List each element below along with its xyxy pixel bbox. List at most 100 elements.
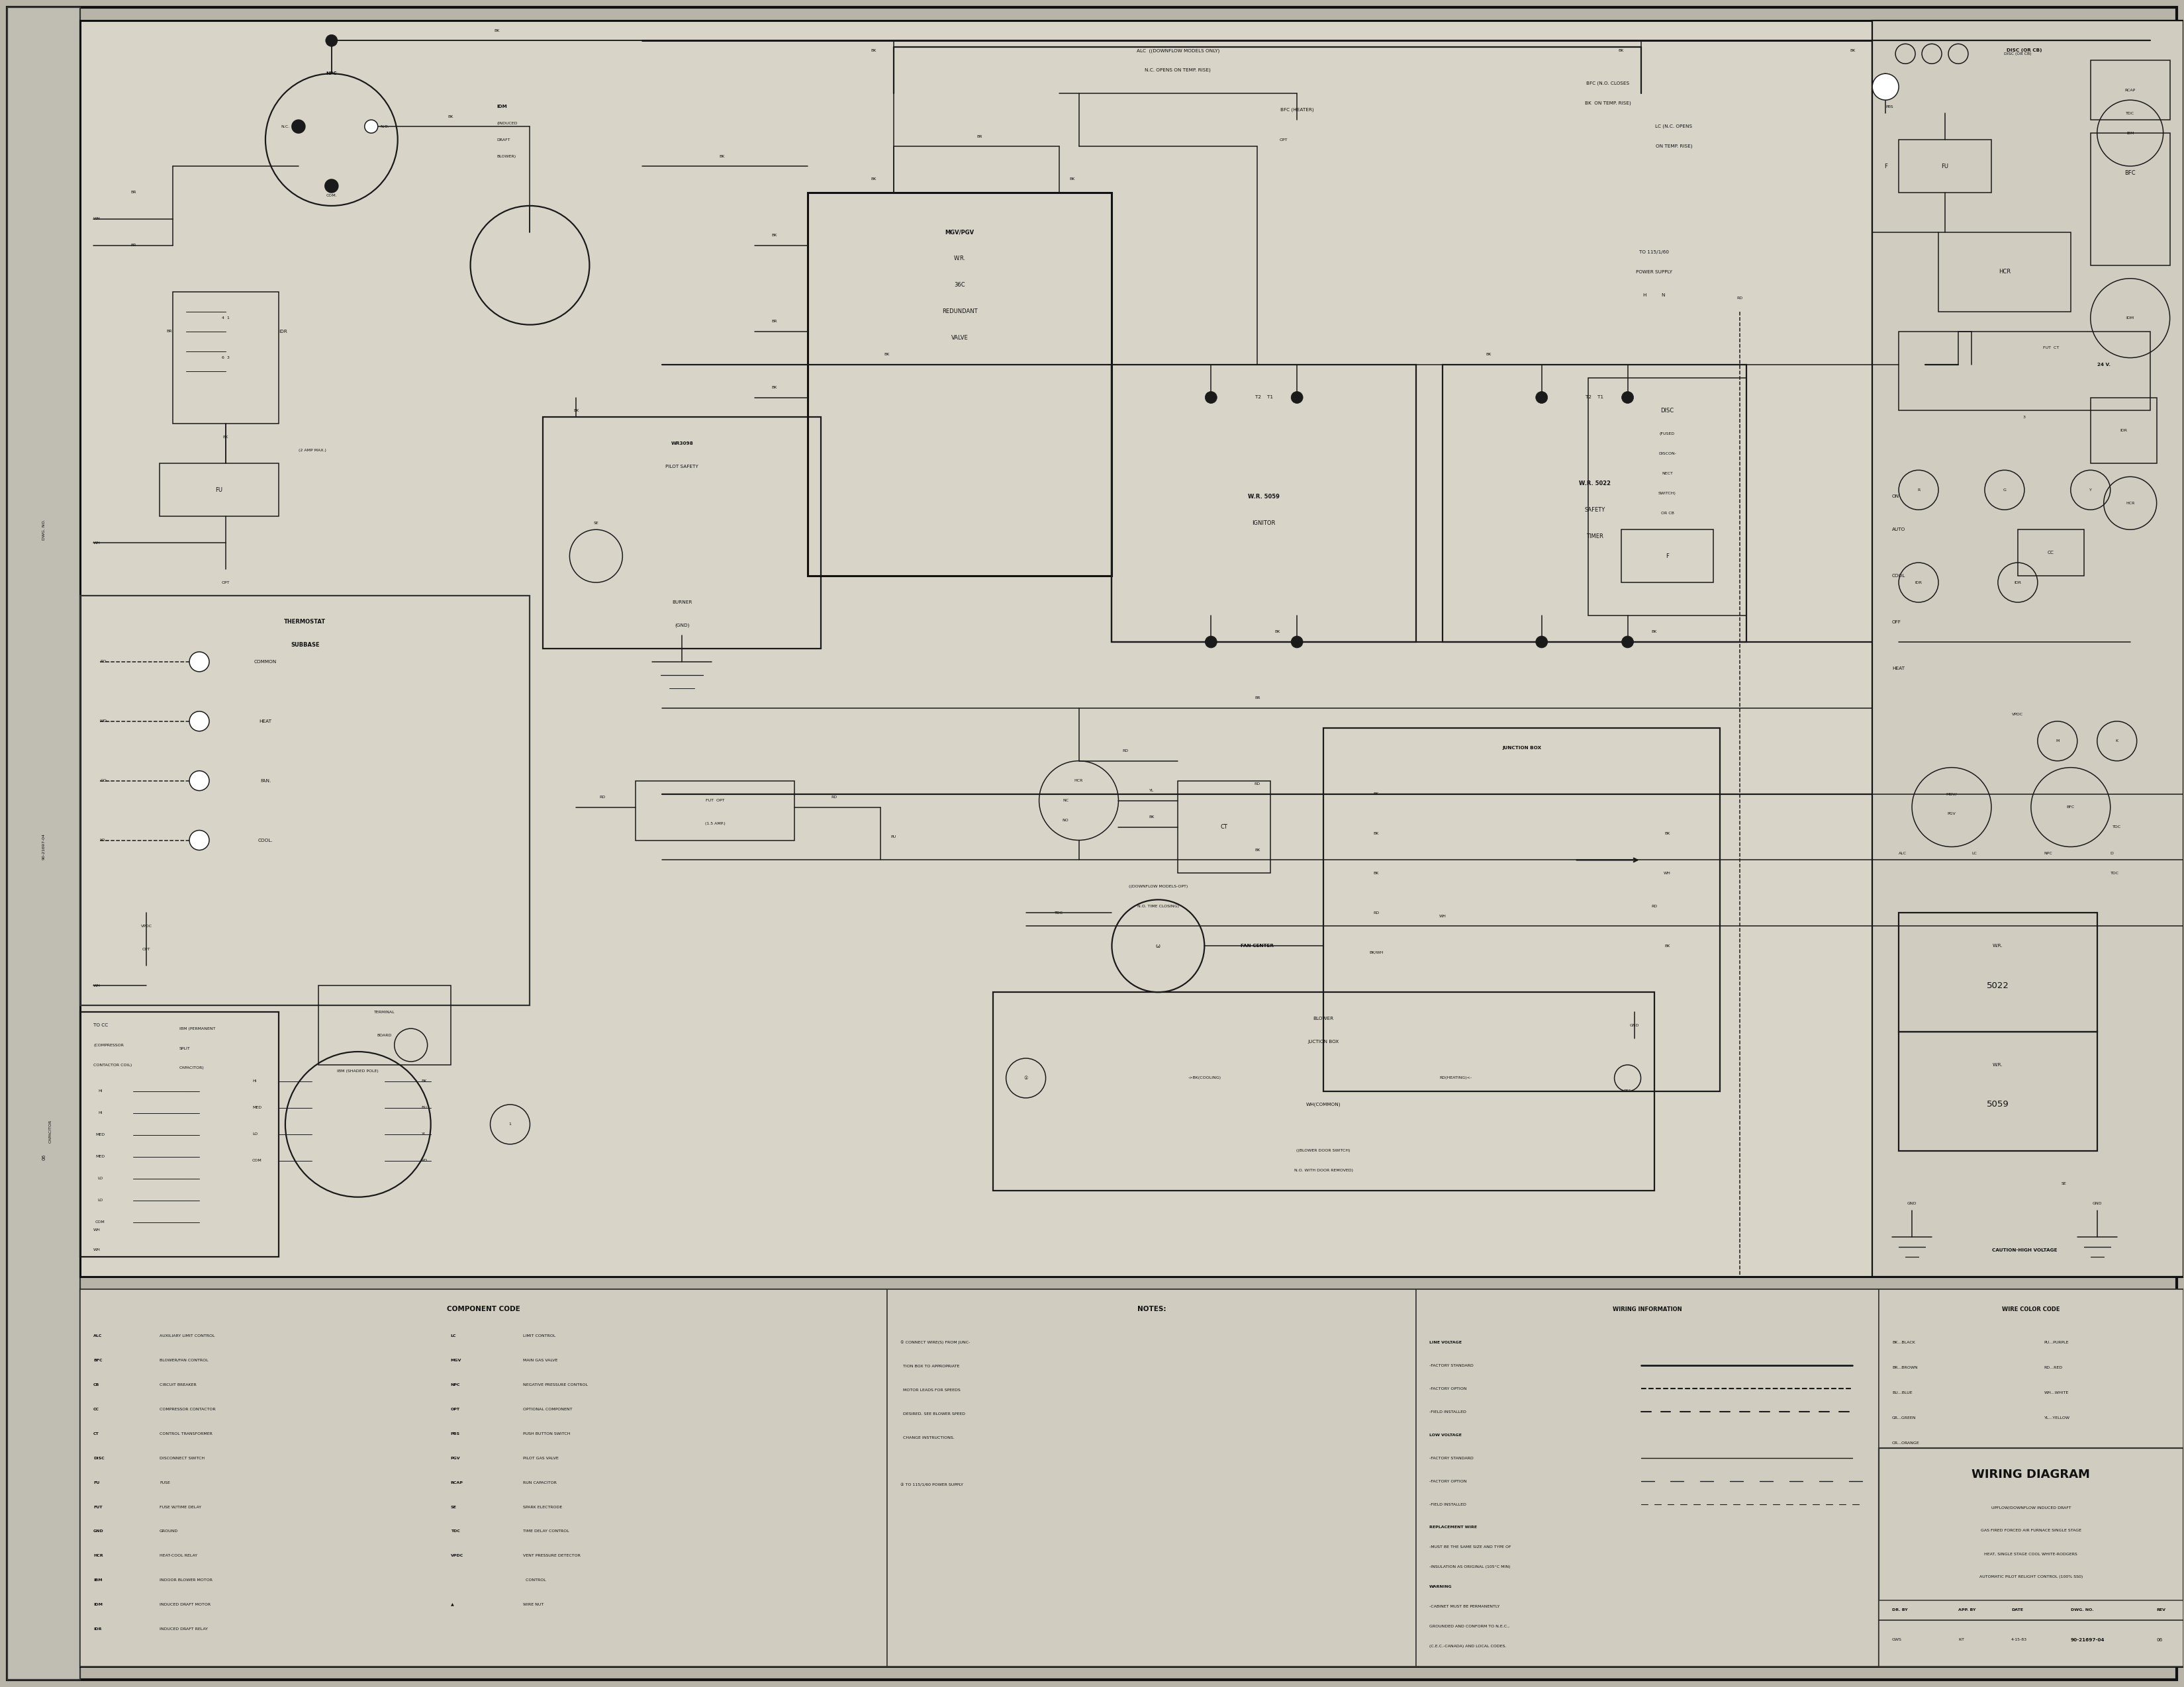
Text: WH(COMMON): WH(COMMON)	[1306, 1102, 1341, 1107]
Text: DISC: DISC	[94, 1456, 105, 1459]
Text: SWITCH): SWITCH)	[1658, 491, 1675, 494]
Text: WH: WH	[94, 984, 100, 987]
Text: 06: 06	[41, 1154, 46, 1161]
Text: TION BOX TO APPROPRIATE: TION BOX TO APPROPRIATE	[900, 1365, 959, 1368]
Text: FUSE: FUSE	[159, 1481, 170, 1485]
Text: RCAP: RCAP	[450, 1481, 463, 1485]
Text: UPFLOW/DOWNFLOW INDUCED DRAFT: UPFLOW/DOWNFLOW INDUCED DRAFT	[1992, 1506, 2070, 1510]
Text: BR: BR	[131, 245, 135, 246]
Text: SAFETY: SAFETY	[1583, 506, 1605, 513]
Text: WIRE NUT: WIRE NUT	[524, 1603, 544, 1606]
Text: OPTIONAL COMPONENT: OPTIONAL COMPONENT	[524, 1407, 572, 1410]
Bar	[2090, 61, 2171, 120]
Text: -INSULATION AS ORIGINAL (105°C MIN): -INSULATION AS ORIGINAL (105°C MIN)	[1428, 1566, 1511, 1569]
Text: BK/WH: BK/WH	[1369, 951, 1382, 955]
Bar	[81, 596, 531, 1005]
Text: IBM (SHADED POLE): IBM (SHADED POLE)	[336, 1070, 378, 1073]
Text: AUXILIARY LIMIT CONTROL: AUXILIARY LIMIT CONTROL	[159, 1334, 214, 1338]
Text: RD: RD	[1374, 911, 1380, 914]
Text: ① CONNECT WIRE(S) FROM JUNC-: ① CONNECT WIRE(S) FROM JUNC-	[900, 1341, 970, 1345]
Text: NECT: NECT	[1662, 472, 1673, 476]
Text: TO CC: TO CC	[94, 1024, 109, 1027]
Text: VENT PRESSURE DETECTOR: VENT PRESSURE DETECTOR	[524, 1554, 581, 1557]
Text: -FACTORY STANDARD: -FACTORY STANDARD	[1428, 1456, 1474, 1459]
Text: BK: BK	[1664, 832, 1671, 835]
Text: WO...: WO...	[100, 720, 111, 724]
Text: TDC: TDC	[450, 1530, 461, 1533]
Text: HI: HI	[98, 1090, 103, 1093]
Text: ω: ω	[1155, 943, 1160, 948]
Bar	[1878, 1289, 2184, 1601]
Text: 1: 1	[509, 1124, 511, 1125]
Text: ON: ON	[1891, 494, 1900, 499]
Text: -FIELD INSTALLED: -FIELD INSTALLED	[1428, 1503, 1465, 1506]
Text: 06: 06	[2156, 1638, 2162, 1641]
Circle shape	[190, 771, 210, 791]
Text: GO...: GO...	[100, 779, 111, 783]
Text: RCAP: RCAP	[2125, 88, 2136, 91]
Text: HEAT: HEAT	[1891, 666, 1904, 670]
Text: IBM: IBM	[94, 1579, 103, 1582]
Text: (1.5 AMP.): (1.5 AMP.)	[705, 822, 725, 825]
Text: IDR: IDR	[94, 1628, 103, 1631]
Bar	[2018, 530, 2084, 575]
Text: REDUNDANT: REDUNDANT	[941, 309, 978, 314]
Circle shape	[365, 120, 378, 133]
Text: BLOWER: BLOWER	[1313, 1017, 1334, 1021]
Text: CC: CC	[94, 1407, 100, 1410]
Bar	[81, 1289, 887, 1667]
Text: Y: Y	[2090, 488, 2092, 491]
Text: PGV: PGV	[450, 1456, 461, 1459]
Text: MGV: MGV	[450, 1358, 461, 1361]
Circle shape	[1872, 74, 1898, 100]
Text: NOTES:: NOTES:	[1138, 1306, 1166, 1312]
Text: JUCTION BOX: JUCTION BOX	[1308, 1039, 1339, 1044]
Text: HI: HI	[251, 1080, 256, 1083]
Bar	[2090, 133, 2171, 265]
Text: HEAT: HEAT	[260, 719, 271, 724]
Text: BK: BK	[1664, 945, 1671, 948]
Text: BK: BK	[1254, 849, 1260, 852]
Text: GR...GREEN: GR...GREEN	[1891, 1415, 1915, 1419]
Text: W.R.: W.R.	[954, 256, 965, 261]
Text: WH: WH	[1664, 872, 1671, 876]
Text: ALC  ((DOWNFLOW MODELS ONLY): ALC ((DOWNFLOW MODELS ONLY)	[1136, 49, 1219, 52]
Text: BU: BU	[422, 1107, 428, 1110]
Text: DISC (OR CB): DISC (OR CB)	[2005, 52, 2031, 56]
Text: F: F	[1885, 164, 1887, 169]
Text: N.O. WITH DOOR REMOVED): N.O. WITH DOOR REMOVED)	[1293, 1169, 1352, 1172]
Text: MED: MED	[96, 1134, 105, 1137]
Text: GND: GND	[2092, 1203, 2101, 1205]
Text: COOL.: COOL.	[258, 838, 273, 842]
Text: BK: BK	[871, 49, 876, 52]
Text: TERMINAL: TERMINAL	[373, 1011, 395, 1014]
Text: (C.E.C.-CANADA) AND LOCAL CODES.: (C.E.C.-CANADA) AND LOCAL CODES.	[1428, 1645, 1507, 1648]
Text: BK  ON TEMP. RISE): BK ON TEMP. RISE)	[1586, 101, 1631, 106]
Text: FAN.: FAN.	[260, 779, 271, 783]
Text: BFC (HEATER): BFC (HEATER)	[1280, 108, 1315, 111]
Text: FUT  OPT: FUT OPT	[705, 800, 725, 803]
Text: MOTOR LEADS FOR SPEEDS: MOTOR LEADS FOR SPEEDS	[900, 1388, 961, 1392]
Text: FAN CENTER: FAN CENTER	[1241, 945, 1273, 948]
Text: YL: YL	[422, 1132, 426, 1135]
Circle shape	[293, 120, 306, 133]
Text: ALC: ALC	[1898, 852, 1907, 855]
Text: CONTROL: CONTROL	[524, 1579, 546, 1582]
Text: RD: RD	[1123, 749, 1129, 752]
Text: PBS: PBS	[1623, 1090, 1631, 1093]
Text: W.R. 5022: W.R. 5022	[1579, 481, 1610, 486]
Text: AUTO: AUTO	[1891, 528, 1904, 531]
Text: BK: BK	[574, 408, 579, 412]
Bar	[808, 192, 1112, 575]
Bar	[81, 1289, 2184, 1667]
Text: GND: GND	[1629, 1024, 1638, 1027]
Text: 90-21697-04: 90-21697-04	[41, 833, 46, 860]
Bar	[319, 985, 450, 1064]
Circle shape	[1291, 636, 1304, 648]
Text: FUT: FUT	[94, 1505, 103, 1508]
Text: GND: GND	[94, 1530, 105, 1533]
Text: 6  3: 6 3	[223, 356, 229, 359]
Circle shape	[325, 35, 339, 47]
Text: YL...YELLOW: YL...YELLOW	[2044, 1415, 2070, 1419]
Circle shape	[190, 830, 210, 850]
